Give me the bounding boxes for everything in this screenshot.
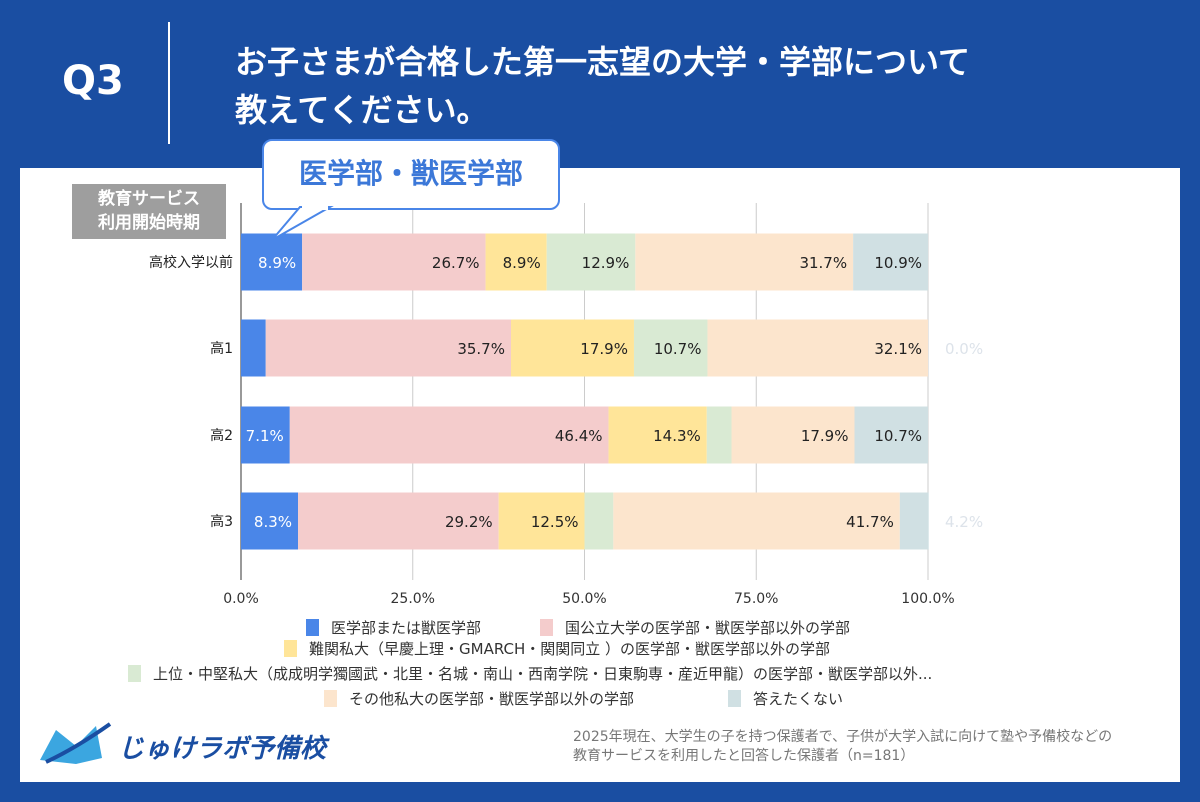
x-tick-label: 75.0% [734,591,778,607]
y-category-label: 高2 [210,427,233,444]
survey-note: 2025年現在、大学生の子を持つ保護者で、子供が大学入試に向けて塾や予備校などの… [573,728,1112,766]
y-axis-title-line-1: 教育サービス [98,189,200,209]
legend-item: 難関私大（早慶上理・GMARCH・関関同立 ）の医学部・獣医学部以外の学部 [284,638,830,659]
bar-segment [265,319,511,377]
data-label: 10.7% [654,340,702,358]
logo-text: じゅけラボ予備校 [118,734,327,764]
data-label: 41.7% [846,513,894,531]
data-label: 46.4% [555,427,603,445]
data-label: 4.2% [945,513,983,531]
legend-item: その他私大の医学部・獣医学部以外の学部 [324,688,634,709]
data-label: 14.3% [653,427,701,445]
legend-label: 難関私大（早慶上理・GMARCH・関関同立 ）の医学部・獣医学部以外の学部 [309,640,831,658]
data-label: 12.9% [582,254,630,272]
data-label: 8.9% [258,254,296,272]
legend-swatch [324,690,337,707]
legend-swatch [306,619,319,636]
bar-segment [289,406,609,464]
legend-label: 医学部または獣医学部 [331,619,482,637]
legend-item: 上位・中堅私大（成成明学獨國武・北里・名城・南山・西南学院・日東駒専・産近甲龍）… [128,663,932,684]
bar-segment [608,406,707,464]
legend-label: その他私大の医学部・獣医学部以外の学部 [349,690,635,708]
data-label: 8.3% [254,513,292,531]
data-label: 7.1% [246,427,284,445]
x-tick-label: 0.0% [223,591,259,607]
divider [168,22,170,144]
data-label: 0.0% [945,340,983,358]
x-tick-label: 50.0% [562,591,606,607]
legend-label: 答えたくない [753,690,844,708]
data-label: 32.1% [874,340,922,358]
bar-segment [706,406,732,464]
legend-swatch [284,640,297,657]
y-category-label: 高校入学以前 [149,254,233,271]
title-line-1: お子さまが合格した第一志望の大学・学部について [235,43,971,81]
logo-book-icon [40,722,112,764]
legend-item: 医学部または獣医学部 [306,617,481,638]
bar-segment [854,406,928,464]
note-line-1: 2025年現在、大学生の子を持つ保護者で、子供が大学入試に向けて塾や予備校などの [573,729,1113,745]
bar-segment [298,492,499,550]
question-number: Q3 [62,58,124,104]
bar-segment [633,319,708,377]
question-title: お子さまが合格した第一志望の大学・学部について 教えてください。 [235,38,1135,134]
bar-segment [899,492,929,550]
bar-segment [302,233,486,291]
legend-label: 国公立大学の医学部・獣医学部以外の学部 [565,619,851,637]
bar-segment [635,233,854,291]
legend-item: 国公立大学の医学部・獣医学部以外の学部 [540,617,850,638]
data-label: 12.5% [531,513,579,531]
data-label: 35.7% [457,340,505,358]
x-tick-label: 100.0% [901,591,954,607]
legend-item: 答えたくない [728,688,843,709]
bar-segment [241,319,266,377]
legend-swatch [728,690,741,707]
y-axis-title-line-2: 利用開始時期 [98,213,200,233]
bar-segment [546,233,636,291]
data-label: 29.2% [445,513,493,531]
bar-segment [584,492,614,550]
data-label: 17.9% [801,427,849,445]
callout-bubble: 医学部・獣医学部 [262,139,560,210]
bar-segment [241,492,299,550]
legend-swatch [540,619,553,636]
x-tick-label: 25.0% [391,591,435,607]
bar-segment [510,319,634,377]
bar-segment [498,492,585,550]
bar-segment [241,233,303,291]
data-label: 10.7% [874,427,922,445]
bar-segment [707,319,928,377]
data-label: 8.9% [503,254,541,272]
legend-swatch [128,665,141,682]
bar-segment [853,233,928,291]
data-label: 26.7% [432,254,480,272]
data-label: 31.7% [799,254,847,272]
legend-label: 上位・中堅私大（成成明学獨國武・北里・名城・南山・西南学院・日東駒専・産近甲龍）… [153,665,933,683]
bar-segment [241,406,290,464]
y-axis-title: 教育サービス 利用開始時期 [72,184,226,239]
title-line-2: 教えてください。 [235,91,489,129]
data-label: 17.9% [580,340,628,358]
bar-segment [485,233,547,291]
note-line-2: 教育サービスを利用したと回答した保護者（n=181） [573,748,915,764]
bar-segment [613,492,900,550]
bar-segment [731,406,855,464]
data-label: 10.9% [874,254,922,272]
y-category-label: 高3 [210,513,233,530]
y-category-label: 高1 [210,340,233,357]
